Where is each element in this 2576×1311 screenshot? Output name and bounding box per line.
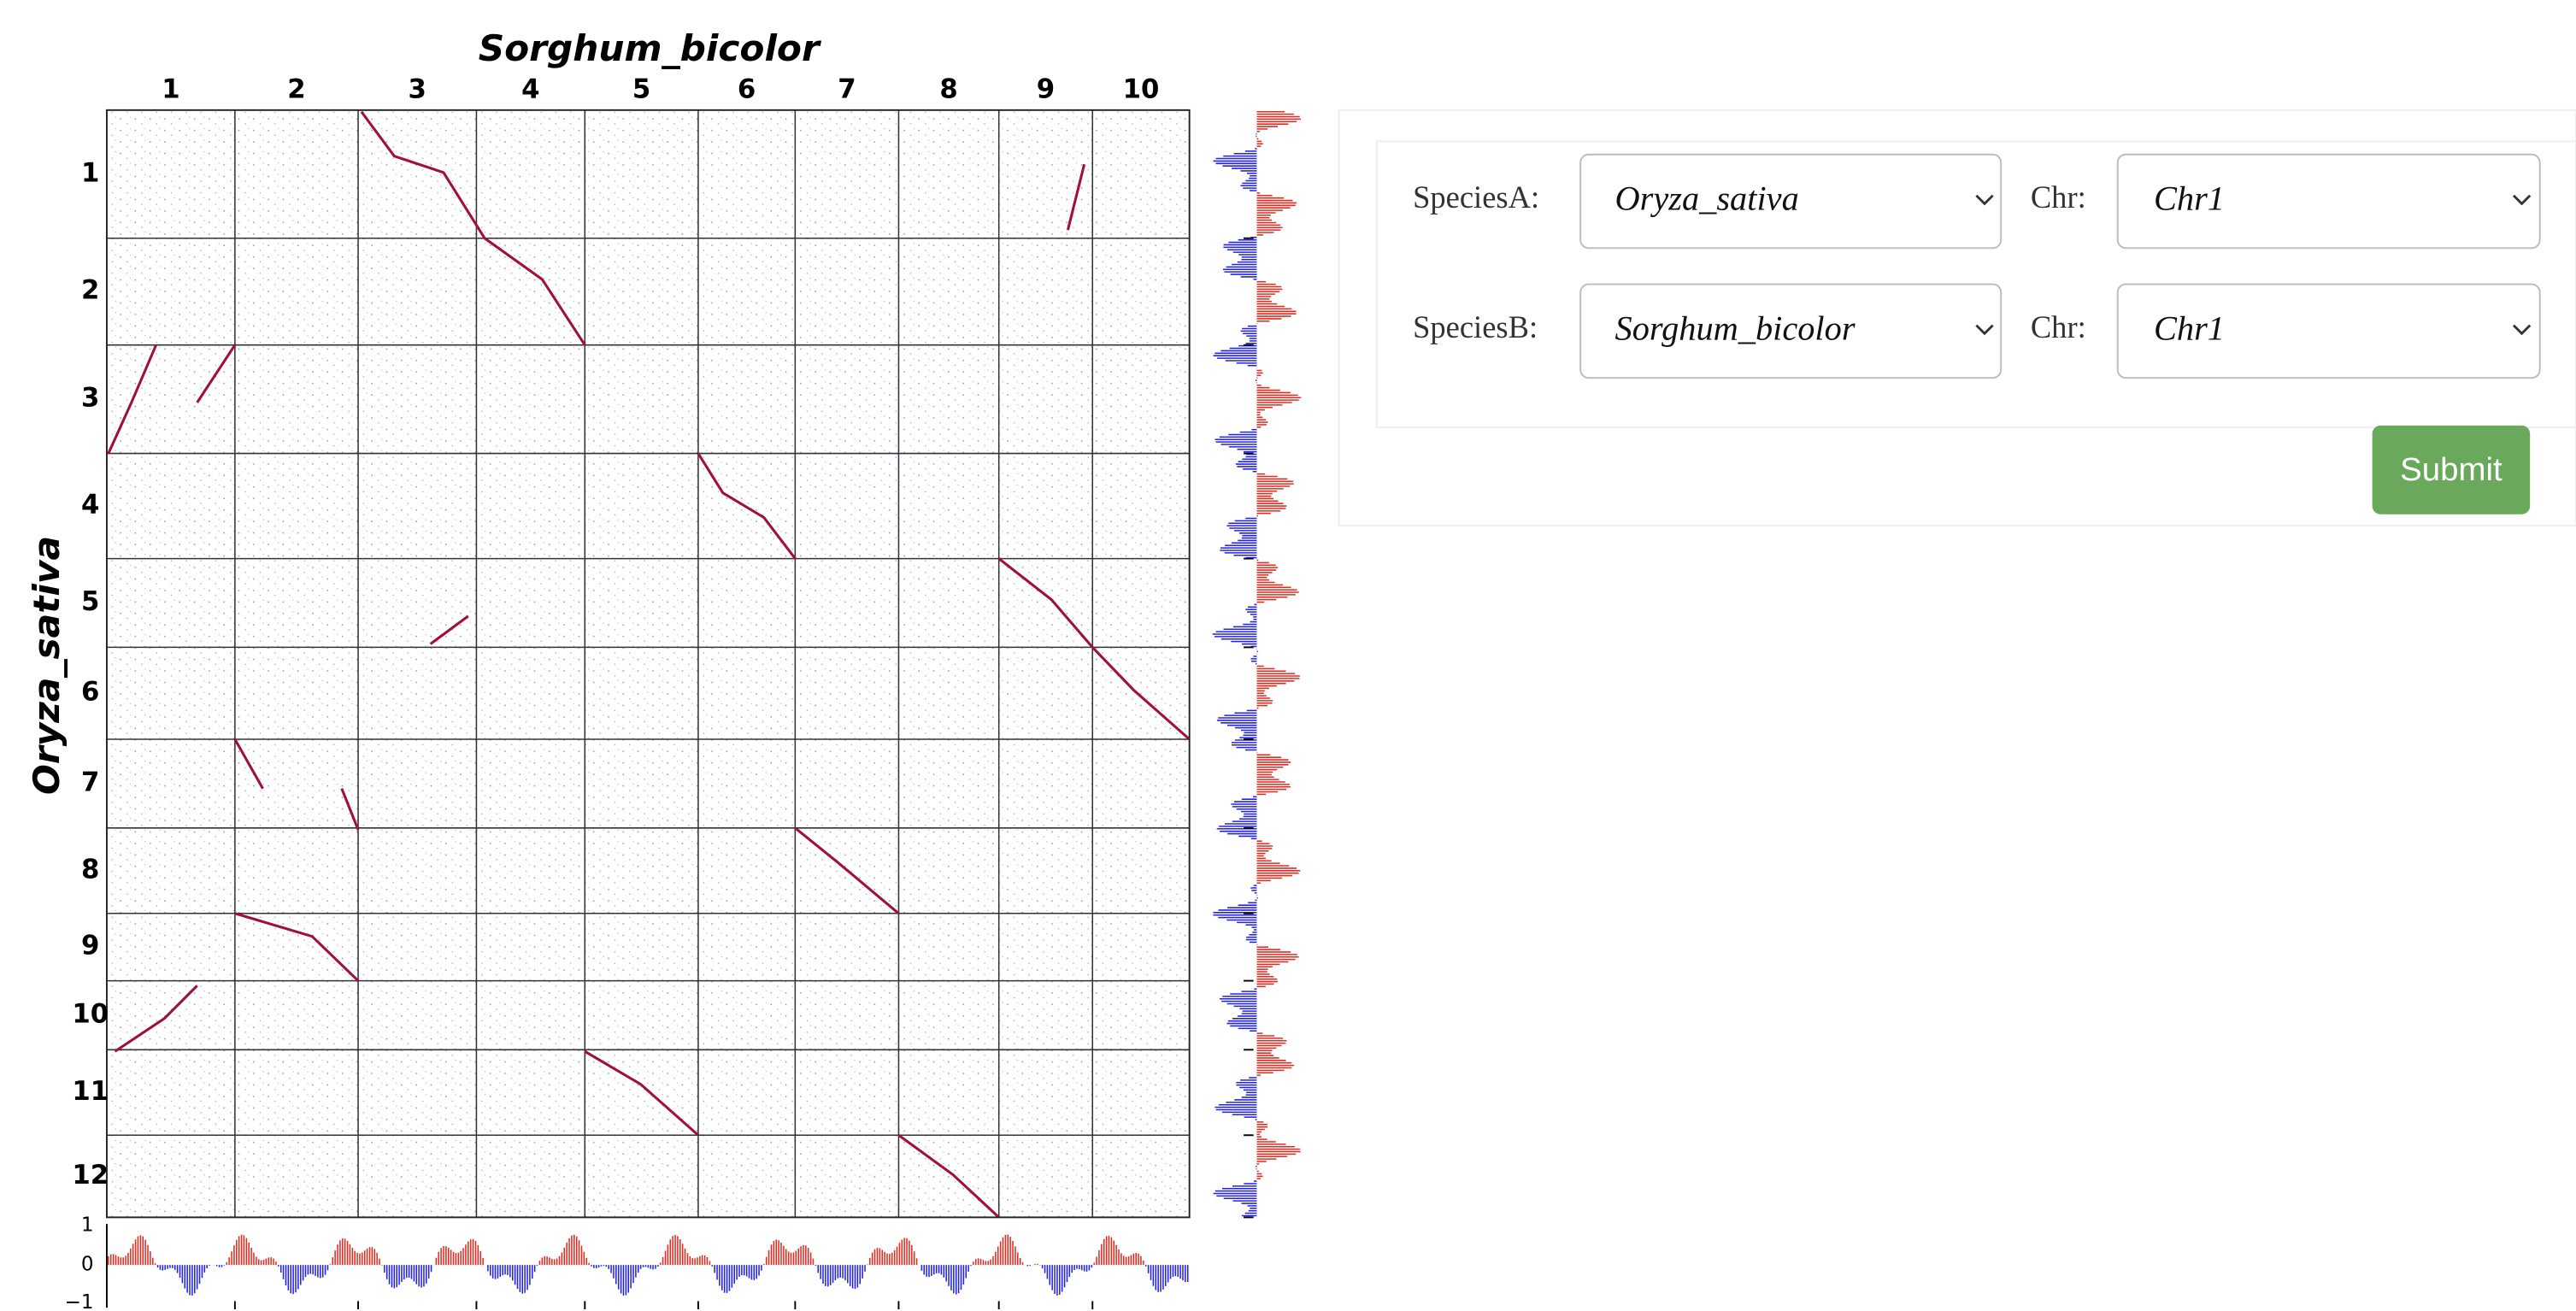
species-a-select[interactable] xyxy=(1579,153,2003,250)
chr-b-value: Chr1 xyxy=(2154,309,2225,348)
x-chr-label: 4 xyxy=(521,73,539,104)
x-chr-label: 5 xyxy=(632,73,650,104)
grid xyxy=(106,109,1190,1218)
dot-texture xyxy=(106,109,1190,1218)
y-chr-label: 11 xyxy=(72,1076,109,1107)
submit-button[interactable] xyxy=(2372,425,2531,514)
x-chr-label: 8 xyxy=(939,73,957,104)
species-a-value: Oryza_sativa xyxy=(1615,179,1799,218)
y-chr-label: 9 xyxy=(81,931,99,961)
y-axis-label: Oryza_sativa xyxy=(26,536,68,795)
synteny-blocks xyxy=(107,110,1191,1219)
submit-label: Submit xyxy=(2400,451,2502,488)
chr-b-select[interactable] xyxy=(2116,283,2541,379)
y-chr-label: 12 xyxy=(72,1160,109,1190)
y-chr-label: 7 xyxy=(81,767,99,797)
species-b-select[interactable] xyxy=(1579,283,2003,379)
species-a-label: SpeciesA: xyxy=(1413,179,1539,215)
density-tick-label: −1 xyxy=(65,1291,94,1311)
x-chr-label: 9 xyxy=(1037,73,1055,104)
x-chr-label: 3 xyxy=(409,73,426,104)
chr-a-value: Chr1 xyxy=(2154,179,2225,218)
x-chr-label: 10 xyxy=(1123,73,1160,104)
y-chr-label: 1 xyxy=(81,157,99,188)
x-chr-label: 2 xyxy=(287,73,305,104)
x-chr-label: 6 xyxy=(738,73,756,104)
density-tick-label: 1 xyxy=(81,1214,94,1237)
x-chr-label: 1 xyxy=(162,73,179,104)
density-right xyxy=(1212,110,1302,1219)
y-chr-label: 6 xyxy=(81,677,99,708)
species-b-label: SpeciesB: xyxy=(1413,309,1538,344)
y-chr-label: 2 xyxy=(81,275,99,306)
plot-title: Sorghum_bicolor xyxy=(479,27,822,69)
select-arrows xyxy=(1975,194,2532,336)
x-chr-label: 7 xyxy=(838,73,856,104)
chr-a-select[interactable] xyxy=(2116,153,2541,250)
y-chr-label: 10 xyxy=(72,998,109,1029)
chr-a-label: Chr: xyxy=(2031,179,2086,215)
density-bottom xyxy=(108,1234,1189,1310)
density-tick-label: 0 xyxy=(81,1254,94,1276)
y-chr-label: 4 xyxy=(81,490,99,520)
species-b-value: Sorghum_bicolor xyxy=(1615,309,1856,348)
chr-b-label: Chr: xyxy=(2031,309,2086,344)
y-chr-label: 3 xyxy=(81,383,99,414)
y-chr-label: 5 xyxy=(81,586,99,617)
plot-frame xyxy=(105,109,1191,1219)
y-chr-label: 8 xyxy=(81,854,99,885)
